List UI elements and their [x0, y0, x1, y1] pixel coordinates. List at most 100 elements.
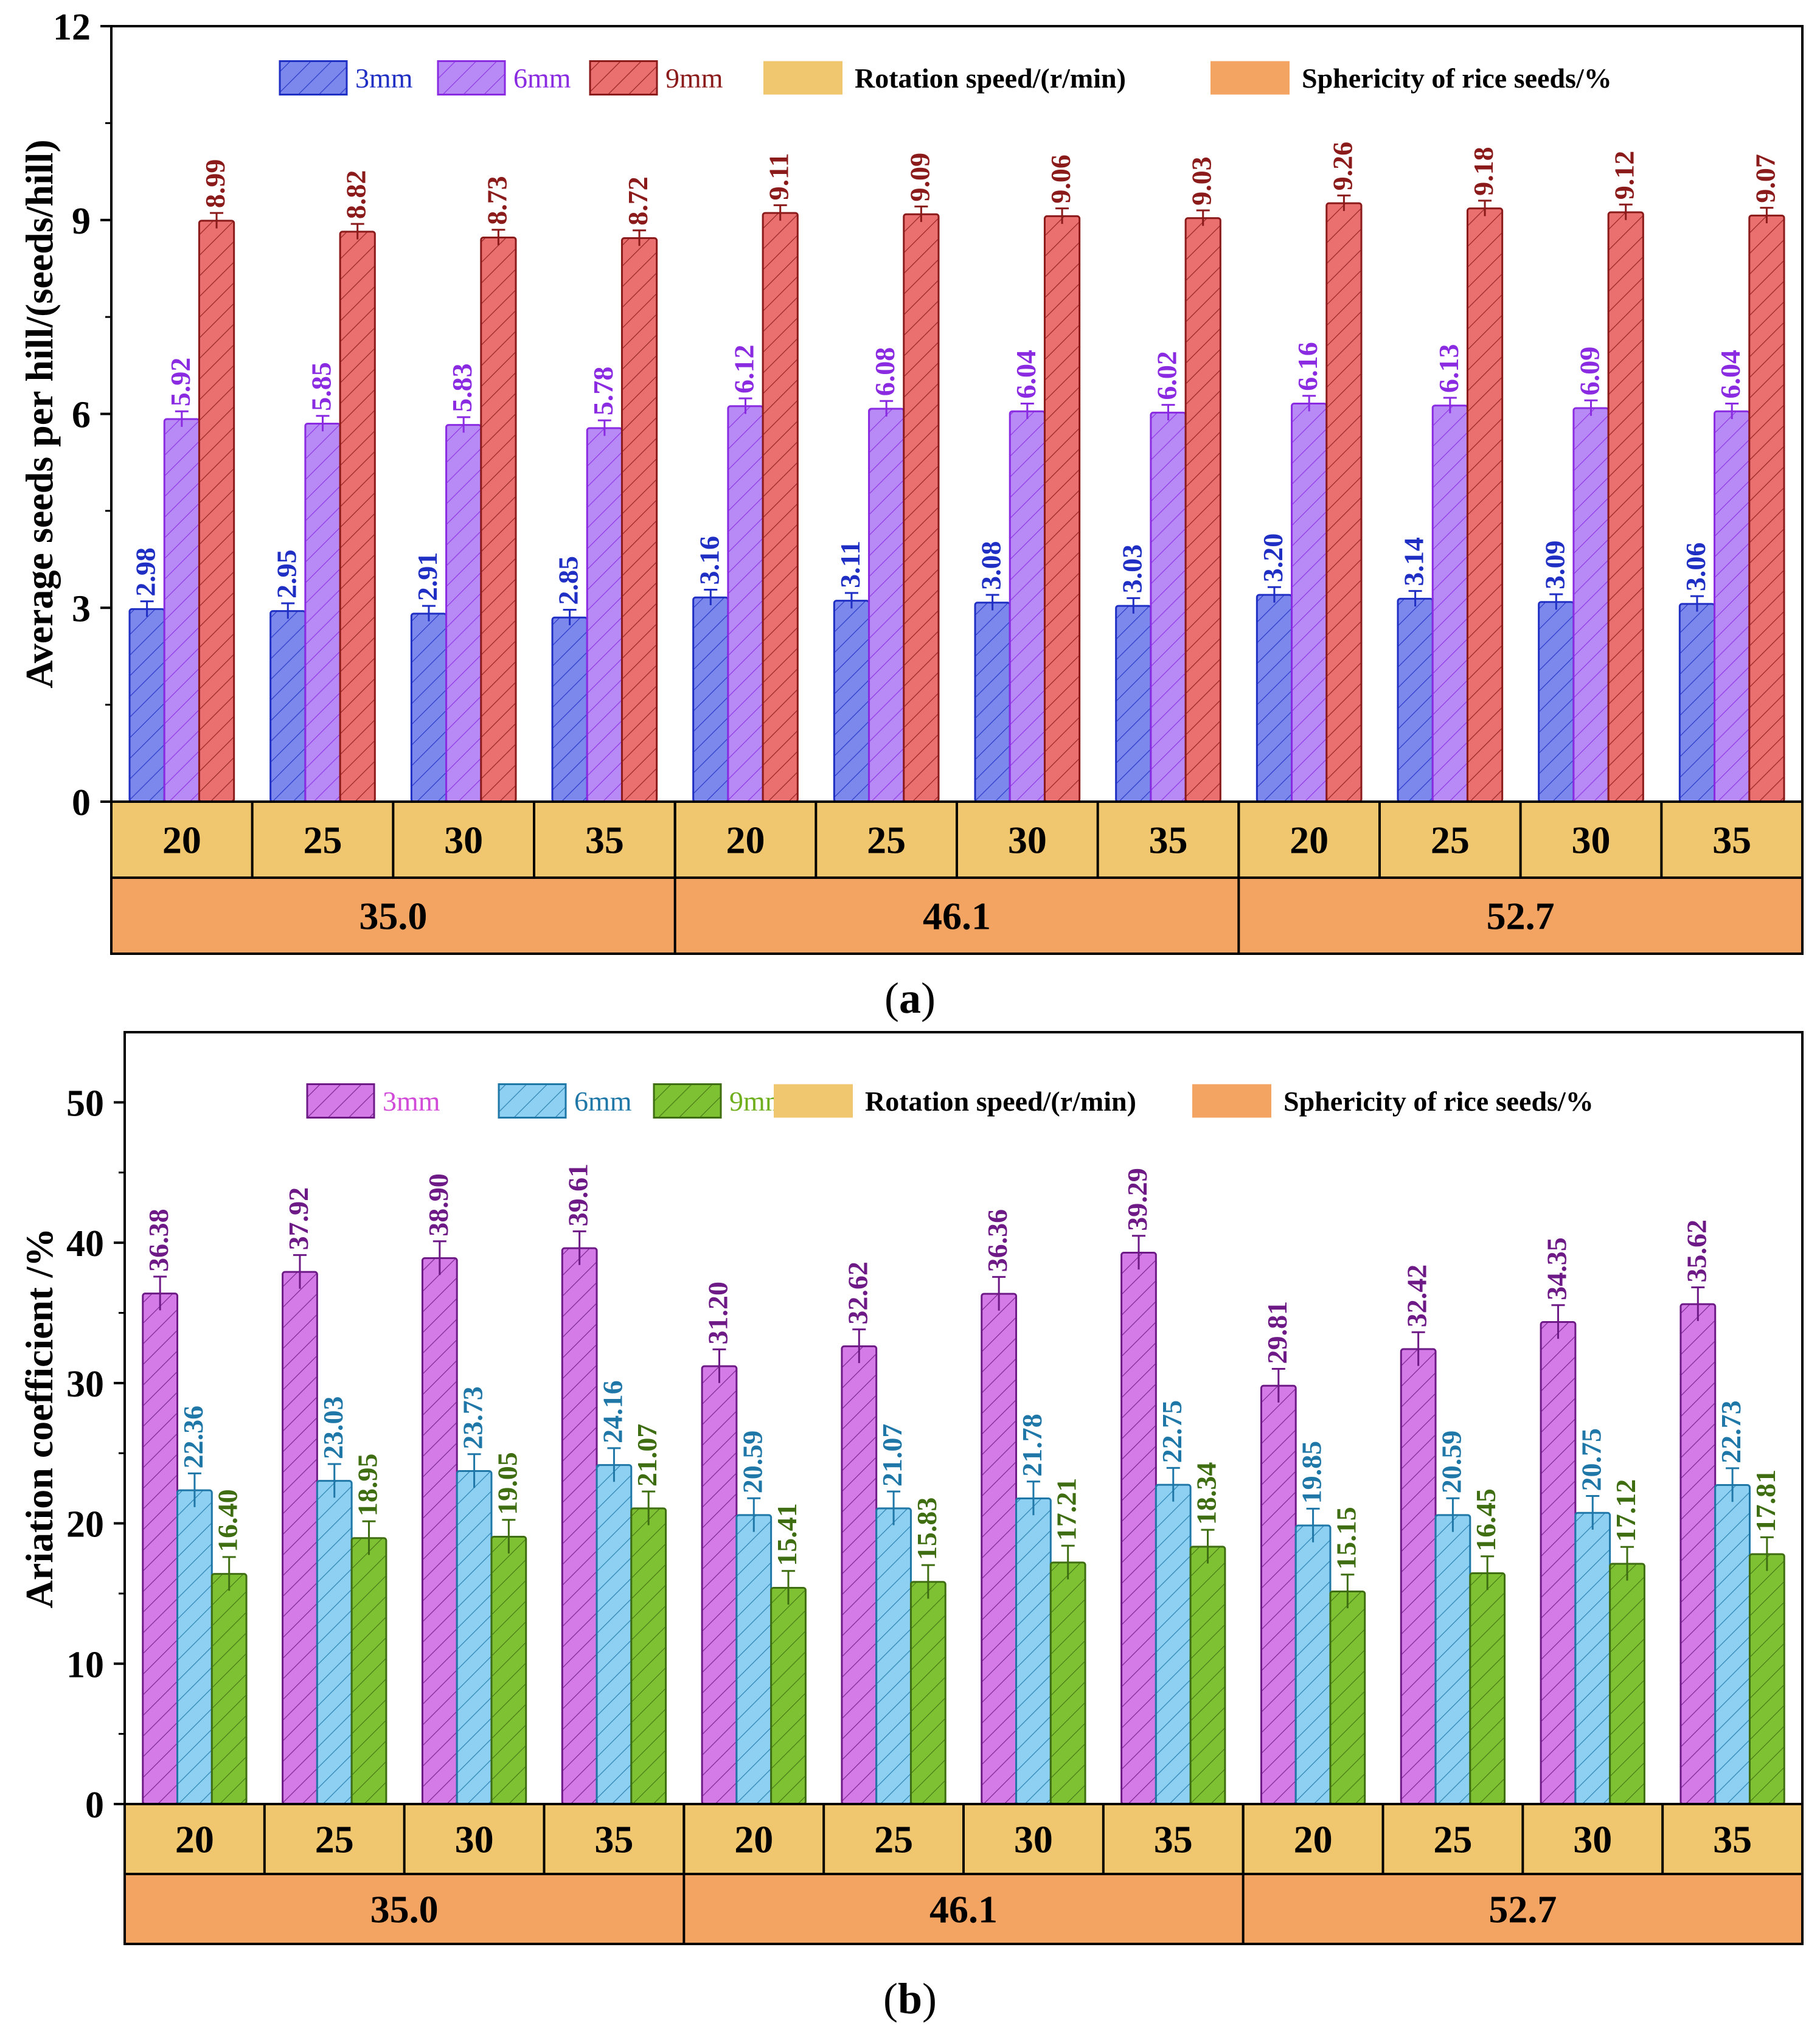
data-label: 3.11	[835, 541, 866, 588]
bar-hatch	[911, 1581, 946, 1804]
x-tick-label: 30	[444, 819, 483, 862]
data-label: 32.42	[1401, 1265, 1433, 1328]
data-label: 5.78	[588, 367, 619, 416]
x-tick-label: 30	[1014, 1818, 1053, 1861]
data-label: 2.85	[553, 556, 584, 605]
x-tick-label: 30	[1573, 1818, 1612, 1861]
data-label: 3.08	[976, 541, 1007, 591]
bar-hatch	[631, 1508, 666, 1804]
y-tick-label: 10	[66, 1644, 104, 1685]
x-tick-label: 25	[304, 819, 342, 862]
data-label: 5.83	[446, 363, 478, 412]
bar-hatch	[411, 613, 446, 802]
x-tick-label: 25	[315, 1818, 354, 1861]
data-label: 23.03	[318, 1396, 349, 1459]
bar-hatch	[1608, 212, 1644, 802]
y-axis-label: Average seeds per hill/(seeds/hill)	[18, 139, 61, 688]
data-label: 15.83	[911, 1497, 942, 1561]
data-label: 9.07	[1749, 154, 1780, 203]
bar-hatch	[1156, 1485, 1191, 1804]
data-label: 20.75	[1575, 1428, 1606, 1491]
bar-hatch	[199, 220, 234, 802]
bar-hatch	[1010, 411, 1045, 802]
bar-hatch	[771, 1588, 806, 1804]
data-label: 39.29	[1122, 1168, 1153, 1231]
bar-hatch	[446, 425, 481, 802]
y-tick-label: 0	[85, 1785, 104, 1826]
group-label: 35.0	[359, 895, 427, 938]
y-tick-label: 50	[66, 1083, 104, 1124]
bar-hatch	[903, 214, 939, 802]
bar-hatch	[1749, 1554, 1785, 1804]
data-label: 9.12	[1609, 151, 1640, 200]
legend-label-sphericity: Sphericity of rice seeds/%	[1283, 1086, 1594, 1117]
x-tick-label: 35	[1713, 1818, 1752, 1861]
bar-hatch	[1541, 1322, 1575, 1804]
data-label: 17.21	[1051, 1478, 1082, 1541]
bar-hatch	[1538, 602, 1574, 802]
bar-hatch	[981, 1294, 1016, 1804]
y-axis-label: Ariation coefficient /%	[18, 1228, 61, 1609]
data-label: 3.20	[1257, 533, 1288, 583]
bar-hatch	[975, 602, 1010, 802]
panel-caption: (b)	[883, 1974, 937, 2023]
data-label: 23.73	[457, 1386, 488, 1449]
data-label: 9.06	[1045, 154, 1076, 204]
bar-hatch	[1150, 412, 1186, 802]
bar-hatch	[1401, 1348, 1436, 1804]
data-label: 38.90	[423, 1173, 454, 1237]
legend-label-3mm: 3mm	[355, 63, 413, 94]
data-label: 22.73	[1715, 1400, 1746, 1463]
data-label: 22.75	[1156, 1400, 1187, 1463]
data-label: 3.09	[1539, 540, 1570, 589]
x-tick-label: 35	[1712, 819, 1751, 862]
bar-hatch	[1261, 1386, 1296, 1804]
x-tick-label: 20	[162, 819, 201, 862]
bar-hatch	[1121, 1252, 1156, 1804]
legend: 3mm 6mm 9mm Rotation speed/(r/min) Sphericit…	[306, 1083, 1594, 1119]
data-label: 3.14	[1398, 537, 1429, 586]
series-9mm: 8.99 8.82 8.73 8.72 9.11 9.09 9.06 9.03 9.26 9.18…	[198, 142, 1785, 803]
bar-hatch	[1296, 1525, 1330, 1804]
legend-swatch-hatch	[307, 1084, 374, 1118]
data-label: 19.85	[1296, 1441, 1327, 1504]
panel-a-chart: 0 3 6 9 12 Average seeds per hill/(seeds/hill…	[18, 7, 1804, 1022]
x-tick-label: 20	[1294, 1818, 1333, 1861]
data-label: 15.41	[771, 1503, 802, 1566]
series-3mm: 36.38 37.92 38.90 39.61 31.20 32.62 36.36 39.29…	[142, 1164, 1717, 1805]
data-label: 9.26	[1327, 142, 1358, 191]
bar-hatch	[702, 1366, 737, 1804]
y-tick-label: 3	[72, 588, 91, 630]
bar-hatch	[164, 419, 200, 802]
bar-hatch	[1326, 203, 1361, 802]
bar-hatch	[1051, 1562, 1086, 1804]
x-tick-label: 20	[1290, 819, 1329, 862]
y-tick-label: 12	[53, 7, 91, 48]
bar-hatch	[1470, 1573, 1505, 1804]
data-label: 8.99	[200, 159, 231, 209]
bar-hatch	[552, 617, 588, 802]
x-tick-label: 30	[455, 1818, 494, 1861]
bar-hatch	[1573, 408, 1609, 802]
legend-label-3mm: 3mm	[383, 1086, 440, 1117]
bar-hatch	[587, 428, 622, 802]
data-label: 6.12	[729, 345, 760, 394]
sphericity-row	[123, 1873, 1804, 1945]
y-tick-label: 30	[66, 1364, 104, 1405]
data-label: 18.95	[352, 1454, 383, 1517]
legend-swatch-hatch	[654, 1084, 721, 1118]
data-label: 3.03	[1116, 544, 1147, 594]
data-label: 31.20	[702, 1282, 733, 1345]
legend: 3mm 6mm 9mm Rotation speed/(r/min) Sphericit…	[279, 60, 1612, 95]
bar-hatch	[1330, 1591, 1365, 1804]
legend-label-sphericity: Sphericity of rice seeds/%	[1302, 63, 1612, 94]
data-label: 32.62	[842, 1261, 873, 1325]
bar-hatch	[282, 1272, 318, 1804]
data-label: 39.61	[563, 1164, 594, 1227]
data-label: 3.16	[693, 536, 724, 585]
data-label: 6.04	[1715, 350, 1746, 399]
data-label: 2.98	[130, 547, 161, 597]
x-tick-label: 25	[874, 1818, 913, 1861]
